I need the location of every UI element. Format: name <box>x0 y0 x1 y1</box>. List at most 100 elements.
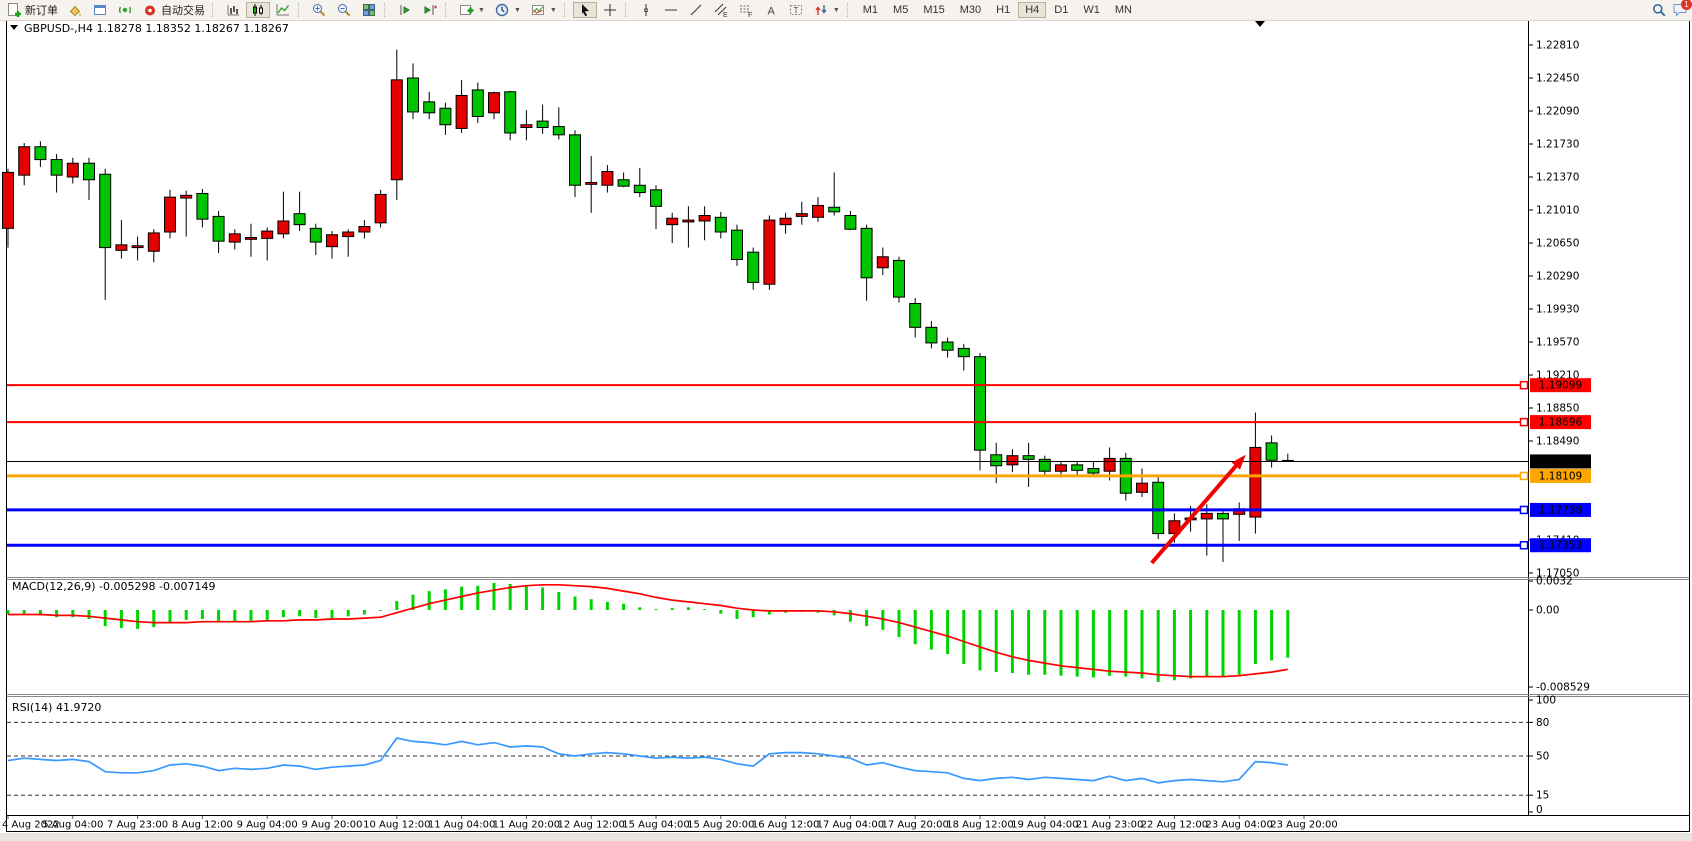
candlestick-icon <box>250 2 266 18</box>
signal-icon <box>117 2 133 18</box>
chart-window-icon <box>92 2 108 18</box>
timeframe-h1-button[interactable]: H1 <box>989 2 1017 18</box>
main-toolbar: 新订单 自动交易 <box>0 0 1692 21</box>
styles-button[interactable] <box>63 2 87 18</box>
svg-text:50: 50 <box>1536 751 1549 763</box>
svg-text:1.21010: 1.21010 <box>1536 205 1579 217</box>
timeframe-m5-button[interactable]: M5 <box>886 2 915 18</box>
horizontal-line-icon <box>663 2 679 18</box>
svg-text:0.00: 0.00 <box>1536 605 1559 617</box>
new-order-button[interactable]: 新订单 <box>2 2 62 18</box>
svg-text:80: 80 <box>1536 717 1549 729</box>
svg-text:9 Aug 20:00: 9 Aug 20:00 <box>301 820 362 831</box>
zoom-out-icon <box>336 2 352 18</box>
svg-text:22 Aug 12:00: 22 Aug 12:00 <box>1141 820 1208 831</box>
auto-scroll-button[interactable] <box>418 2 442 18</box>
auto-scroll-icon <box>422 2 438 18</box>
svg-text:21 Aug 23:00: 21 Aug 23:00 <box>1076 820 1143 831</box>
timeframe-mn-button[interactable]: MN <box>1108 2 1139 18</box>
svg-text:11 Aug 04:00: 11 Aug 04:00 <box>428 820 495 831</box>
period-button[interactable]: ▼ <box>490 2 525 18</box>
chart-shift-button[interactable] <box>393 2 417 18</box>
bar-chart-mode-button[interactable] <box>221 2 245 18</box>
svg-text:5 Aug 04:00: 5 Aug 04:00 <box>42 820 103 831</box>
new-order-icon <box>6 2 22 18</box>
toolbar-separator <box>624 3 631 17</box>
timeframe-w1-button[interactable]: W1 <box>1076 2 1107 18</box>
timeframe-m1-button[interactable]: M1 <box>856 2 885 18</box>
zoom-in-button[interactable] <box>307 2 331 18</box>
zoom-in-icon <box>311 2 327 18</box>
toolbar-separator <box>846 3 853 17</box>
svg-text:9 Aug 04:00: 9 Aug 04:00 <box>237 820 298 831</box>
macd-label: MACD(12,26,9) -0.005298 -0.007149 <box>12 580 215 593</box>
auto-trading-button[interactable]: 自动交易 <box>138 2 209 18</box>
crosshair-tool-button[interactable] <box>598 2 622 18</box>
cursor-tool-button[interactable] <box>572 2 597 18</box>
svg-text:1.22450: 1.22450 <box>1536 73 1579 85</box>
zoom-out-button[interactable] <box>332 2 356 18</box>
svg-text:7 Aug 23:00: 7 Aug 23:00 <box>107 820 168 831</box>
chart-shift-marker-icon[interactable] <box>1255 21 1265 27</box>
svg-text:E: E <box>723 12 728 18</box>
vertical-line-tool-button[interactable] <box>634 2 658 18</box>
svg-text:1.18267: 1.18267 <box>1539 456 1582 468</box>
timeframe-m30-button[interactable]: M30 <box>953 2 988 18</box>
svg-text:1.18696: 1.18696 <box>1539 417 1583 429</box>
svg-text:0: 0 <box>1536 804 1543 816</box>
candlestick-mode-button[interactable] <box>246 2 270 18</box>
toolbar-separator <box>563 3 570 17</box>
notification-badge: 1 <box>1681 0 1692 10</box>
indicator-list-icon <box>530 2 546 18</box>
line-chart-mode-button[interactable] <box>271 2 295 18</box>
svg-text:19 Aug 04:00: 19 Aug 04:00 <box>1011 820 1078 831</box>
dropdown-arrow-icon: ▼ <box>832 6 840 14</box>
tile-windows-button[interactable] <box>357 2 381 18</box>
svg-text:1.19570: 1.19570 <box>1536 337 1579 349</box>
dropdown-arrow-icon: ▼ <box>478 6 485 14</box>
add-indicator-button[interactable]: ▼ <box>454 2 489 18</box>
svg-text:12 Aug 12:00: 12 Aug 12:00 <box>557 820 624 831</box>
svg-text:1.18850: 1.18850 <box>1536 403 1579 415</box>
rsi-panel: 100 80 50 15 0 RSI(14) 41.9720 <box>7 695 1556 816</box>
timeframe-m15-button[interactable]: M15 <box>916 2 951 18</box>
toolbar-separator <box>445 3 451 17</box>
horizontal-line-objects[interactable] <box>7 384 1528 547</box>
svg-text:1.18109: 1.18109 <box>1539 470 1582 482</box>
svg-text:F: F <box>748 12 752 18</box>
chat-button[interactable]: 1 <box>1672 0 1692 20</box>
arrows-tool-button[interactable]: ▼ <box>809 2 844 18</box>
search-button[interactable] <box>1647 2 1671 18</box>
cursor-icon <box>577 2 593 18</box>
timeframe-h4-button[interactable]: H4 <box>1018 2 1047 18</box>
dropdown-arrow-icon: ▼ <box>549 6 557 14</box>
svg-text:8 Aug 12:00: 8 Aug 12:00 <box>172 820 233 831</box>
channel-tool-button[interactable]: E <box>709 2 733 19</box>
new-chart-button[interactable] <box>88 2 112 18</box>
signals-button[interactable] <box>113 2 137 18</box>
fibonacci-tool-button[interactable]: F <box>734 2 758 19</box>
rsi-label: RSI(14) 41.9720 <box>12 701 101 714</box>
svg-text:1.21370: 1.21370 <box>1536 172 1579 184</box>
equidistant-channel-icon: E <box>713 2 729 19</box>
timeframe-d1-button[interactable]: D1 <box>1047 2 1075 18</box>
ohlc-toggle-icon[interactable] <box>10 25 18 30</box>
text-tool-button[interactable]: A <box>759 2 783 18</box>
fibonacci-icon: F <box>738 2 754 19</box>
text-label-tool-button[interactable]: T <box>784 2 808 18</box>
trendline-tool-button[interactable] <box>684 2 708 18</box>
trend-arrow-annotation[interactable] <box>1150 454 1246 565</box>
chart-frame <box>6 20 1690 832</box>
bucket-icon <box>67 2 83 18</box>
text-label-icon: T <box>788 2 804 18</box>
macd-panel: 0.0032 0.00 -0.008529 MACD(12,26,9) -0.0052… <box>6 576 1590 694</box>
horizontal-line-tool-button[interactable] <box>659 2 683 18</box>
template-button[interactable]: ▼ <box>526 2 561 18</box>
svg-text:23 Aug 04:00: 23 Aug 04:00 <box>1205 820 1272 831</box>
svg-text:1.17738: 1.17738 <box>1539 504 1582 516</box>
auto-trading-label: 自动交易 <box>161 5 205 17</box>
window-bottom-strip <box>0 833 1692 841</box>
svg-text:1.22810: 1.22810 <box>1536 40 1579 52</box>
